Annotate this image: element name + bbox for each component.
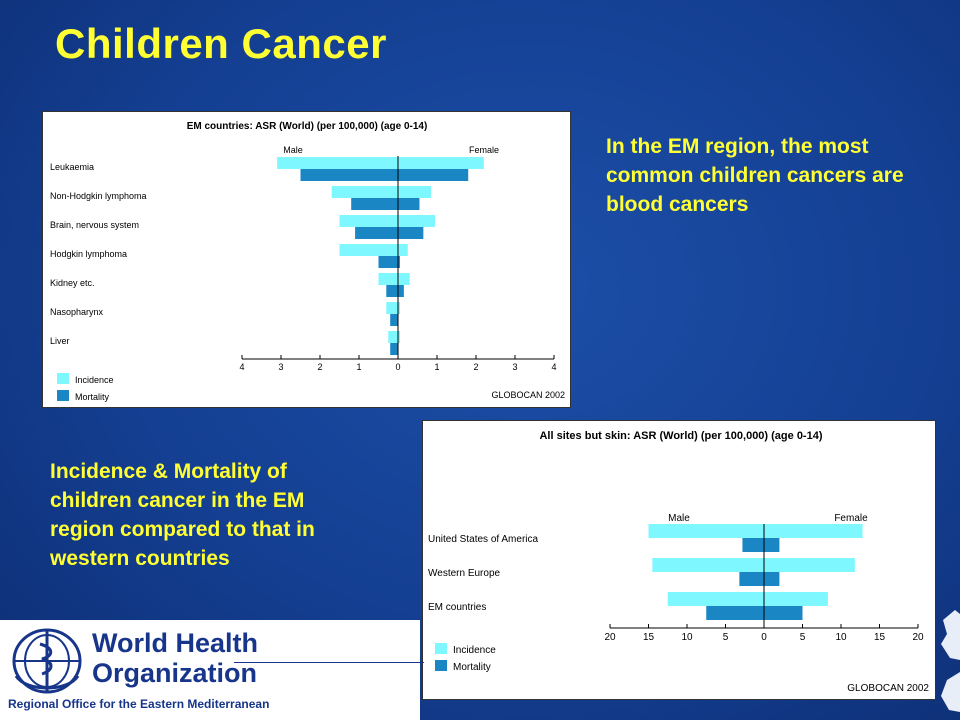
who-name-line2: Organization — [92, 658, 258, 688]
x-tick-label: 0 — [761, 632, 767, 643]
category-label: United States of America — [428, 534, 538, 545]
bar-incidence-0 — [277, 157, 484, 169]
who-region: Regional Office for the Eastern Mediterr… — [8, 697, 270, 711]
source-label: GLOBOCAN 2002 — [847, 683, 929, 694]
female-label: Female — [834, 513, 868, 524]
category-label: Brain, nervous system — [50, 220, 139, 230]
category-label: Nasopharynx — [50, 307, 104, 317]
source-label: GLOBOCAN 2002 — [491, 390, 565, 400]
category-label: Leukaemia — [50, 162, 94, 172]
legend-label-mortality: Mortality — [75, 392, 110, 402]
x-tick-label: 1 — [356, 362, 361, 372]
legend-swatch-incidence — [435, 643, 447, 654]
x-tick-label: 3 — [512, 362, 517, 372]
map-fragment-icon — [941, 610, 960, 712]
who-name: World Health Organization — [92, 628, 258, 688]
text-em-common-cancers: In the EM region, the most common childr… — [606, 135, 904, 216]
bar-incidence-2 — [667, 592, 828, 606]
chart-title: All sites but skin: ASR (World) (per 100… — [539, 430, 822, 442]
who-emblem-icon — [12, 628, 82, 694]
x-tick-label: 15 — [643, 632, 655, 643]
x-tick-label: 4 — [239, 362, 244, 372]
bar-mortality-6 — [390, 343, 398, 355]
bar-mortality-2 — [355, 227, 424, 239]
chart-em-cancer-types: EM countries: ASR (World) (per 100,000) … — [42, 111, 571, 408]
bar-incidence-0 — [648, 524, 863, 538]
legend-swatch-incidence — [57, 373, 69, 384]
legend-label-incidence: Incidence — [453, 645, 496, 656]
x-tick-label: 20 — [604, 632, 616, 643]
male-label: Male — [283, 145, 303, 155]
x-tick-label: 10 — [681, 632, 693, 643]
category-label: Liver — [50, 336, 70, 346]
bar-incidence-4 — [378, 273, 410, 285]
bar-incidence-6 — [388, 331, 400, 343]
chart-title: EM countries: ASR (World) (per 100,000) … — [187, 121, 428, 132]
category-label: EM countries — [428, 602, 486, 613]
x-tick-label: 2 — [473, 362, 478, 372]
x-tick-label: 10 — [835, 632, 847, 643]
bar-mortality-1 — [739, 572, 780, 586]
all-sites-chart-svg: All sites but skin: ASR (World) (per 100… — [428, 430, 929, 694]
bar-incidence-5 — [386, 302, 400, 314]
x-tick-label: 4 — [551, 362, 556, 372]
em-cancer-types-chart-svg: EM countries: ASR (World) (per 100,000) … — [50, 121, 565, 402]
legend-swatch-mortality — [57, 390, 69, 401]
bar-mortality-2 — [706, 606, 803, 620]
x-tick-label: 1 — [434, 362, 439, 372]
bar-mortality-1 — [351, 198, 420, 210]
x-tick-label: 5 — [800, 632, 806, 643]
bar-incidence-1 — [652, 558, 855, 572]
male-label: Male — [668, 513, 690, 524]
bar-incidence-1 — [331, 186, 432, 198]
category-label: Hodgkin lymphoma — [50, 249, 127, 259]
x-tick-label: 2 — [317, 362, 322, 372]
footer-band — [0, 620, 420, 720]
bar-incidence-2 — [339, 215, 436, 227]
x-tick-label: 15 — [874, 632, 886, 643]
bar-mortality-4 — [386, 285, 404, 297]
bar-mortality-3 — [378, 256, 400, 268]
footer-divider — [234, 662, 424, 663]
legend-swatch-mortality — [435, 660, 447, 671]
category-label: Non-Hodgkin lymphoma — [50, 191, 147, 201]
bar-mortality-0 — [300, 169, 469, 181]
bar-incidence-3 — [339, 244, 408, 256]
slide-title: Children Cancer — [55, 20, 387, 67]
x-tick-label: 20 — [912, 632, 924, 643]
text-incidence-mortality: Incidence & Mortality of children cancer… — [50, 460, 315, 570]
category-label: Kidney etc. — [50, 278, 95, 288]
category-label: Western Europe — [428, 568, 501, 579]
chart-all-sites-comparison: All sites but skin: ASR (World) (per 100… — [422, 420, 936, 700]
x-tick-label: 3 — [278, 362, 283, 372]
x-tick-label: 0 — [395, 362, 400, 372]
legend-label-incidence: Incidence — [75, 375, 114, 385]
x-tick-label: 5 — [723, 632, 729, 643]
bar-mortality-0 — [742, 538, 780, 552]
who-name-line1: World Health — [92, 628, 259, 658]
female-label: Female — [469, 145, 499, 155]
legend-label-mortality: Mortality — [453, 662, 491, 673]
bar-mortality-5 — [390, 314, 398, 326]
